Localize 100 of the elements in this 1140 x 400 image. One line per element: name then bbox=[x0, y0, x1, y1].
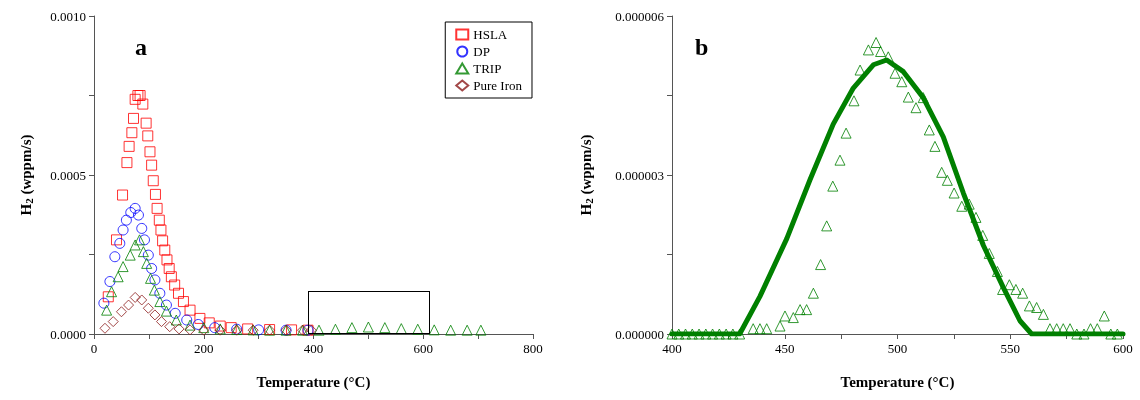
point bbox=[149, 188, 161, 200]
point bbox=[177, 296, 189, 308]
point bbox=[137, 98, 149, 110]
x-axis-title: Temperature (°C) bbox=[256, 373, 371, 391]
point bbox=[192, 318, 204, 330]
annotation: a bbox=[135, 34, 147, 60]
point bbox=[142, 130, 154, 142]
point bbox=[428, 324, 440, 336]
x-tick-label: 200 bbox=[194, 341, 214, 356]
y-axis-title: H2 (wppm/s) bbox=[17, 134, 35, 216]
point bbox=[379, 322, 391, 334]
point bbox=[395, 323, 407, 335]
x-tick-label: 400 bbox=[662, 341, 682, 356]
point bbox=[475, 324, 487, 336]
point bbox=[117, 189, 129, 201]
point bbox=[106, 286, 118, 298]
point bbox=[102, 291, 114, 303]
point bbox=[120, 214, 132, 226]
point bbox=[128, 112, 140, 124]
point bbox=[109, 251, 121, 263]
point bbox=[165, 271, 177, 283]
point bbox=[170, 314, 182, 326]
point bbox=[145, 272, 157, 284]
x-tick-label: 550 bbox=[1000, 341, 1020, 356]
point bbox=[146, 159, 158, 171]
point bbox=[112, 271, 124, 283]
y-tick-label: 0.000000 bbox=[615, 326, 664, 342]
point bbox=[149, 309, 161, 321]
x-tick-label: 450 bbox=[775, 341, 795, 356]
point bbox=[151, 202, 163, 214]
point bbox=[156, 316, 167, 328]
point bbox=[225, 322, 237, 334]
point bbox=[107, 316, 119, 328]
x-tick-label: 800 bbox=[523, 341, 543, 356]
point bbox=[147, 175, 159, 187]
x-tick-label: 500 bbox=[887, 341, 908, 356]
point bbox=[115, 306, 127, 318]
point bbox=[126, 127, 138, 139]
point bbox=[148, 284, 160, 296]
x-tick-label: 400 bbox=[303, 341, 324, 356]
point bbox=[141, 257, 153, 269]
point bbox=[286, 324, 298, 336]
point bbox=[181, 314, 193, 326]
point bbox=[184, 319, 196, 331]
y-tick-label: 0.000003 bbox=[615, 167, 664, 183]
point bbox=[173, 323, 185, 335]
point bbox=[142, 302, 154, 314]
point bbox=[173, 287, 185, 299]
x-tick-label: 0 bbox=[90, 341, 98, 356]
point bbox=[154, 296, 166, 308]
point bbox=[132, 209, 144, 221]
x-tick-label: 600 bbox=[1113, 341, 1133, 356]
point bbox=[136, 222, 148, 234]
point bbox=[101, 304, 113, 316]
point bbox=[161, 254, 173, 266]
point bbox=[164, 321, 176, 333]
legend-label: Pure Iron bbox=[473, 78, 523, 93]
point bbox=[329, 323, 341, 335]
point bbox=[163, 262, 175, 274]
point bbox=[124, 249, 136, 261]
annotation: b bbox=[695, 34, 709, 60]
y-tick-label: 0.0010 bbox=[50, 8, 86, 24]
y-tick-label: 0.0005 bbox=[50, 167, 86, 183]
point bbox=[140, 117, 152, 129]
y-tick-label: 0.0000 bbox=[50, 326, 86, 342]
point bbox=[149, 274, 161, 286]
point bbox=[169, 279, 181, 291]
point bbox=[134, 234, 146, 246]
point bbox=[157, 235, 169, 247]
legend-label: HSLA bbox=[473, 27, 508, 42]
point bbox=[412, 323, 424, 335]
point bbox=[111, 234, 122, 246]
x-axis-title: Temperature (°C) bbox=[840, 373, 955, 391]
point bbox=[169, 307, 181, 319]
point bbox=[159, 244, 171, 256]
point bbox=[123, 140, 135, 152]
point bbox=[209, 322, 221, 334]
point bbox=[346, 322, 358, 334]
point bbox=[313, 324, 325, 336]
point bbox=[104, 276, 116, 288]
point bbox=[160, 305, 172, 317]
legend-label: TRIP bbox=[473, 61, 502, 76]
point bbox=[117, 261, 129, 273]
point bbox=[142, 249, 154, 261]
point bbox=[461, 324, 473, 336]
point bbox=[114, 237, 126, 249]
point bbox=[154, 287, 166, 299]
point bbox=[129, 93, 141, 105]
point bbox=[184, 324, 196, 336]
point bbox=[136, 294, 148, 306]
point bbox=[98, 297, 110, 309]
x-tick-label: 600 bbox=[413, 341, 433, 356]
point bbox=[137, 246, 149, 258]
point bbox=[253, 324, 265, 336]
point bbox=[129, 291, 141, 303]
point bbox=[99, 322, 111, 334]
point bbox=[129, 202, 141, 214]
point bbox=[445, 324, 457, 336]
point bbox=[194, 312, 206, 324]
point bbox=[139, 234, 150, 246]
